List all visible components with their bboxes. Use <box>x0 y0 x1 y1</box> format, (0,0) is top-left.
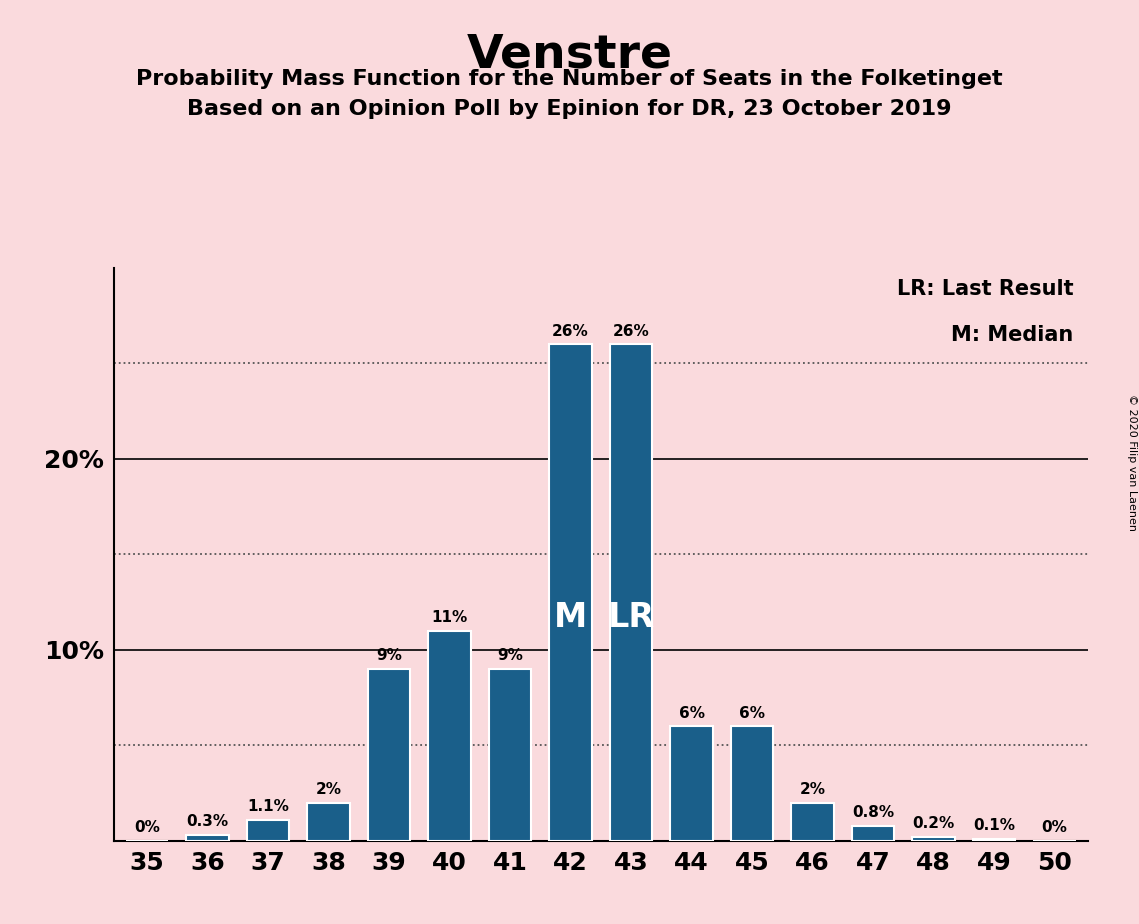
Text: 0.1%: 0.1% <box>973 818 1015 833</box>
Text: 1.1%: 1.1% <box>247 799 289 814</box>
Text: 2%: 2% <box>316 782 342 796</box>
Bar <box>187 835 229 841</box>
Bar <box>549 345 592 841</box>
Text: Based on an Opinion Poll by Epinion for DR, 23 October 2019: Based on an Opinion Poll by Epinion for … <box>187 99 952 119</box>
Text: 0%: 0% <box>134 821 161 835</box>
Text: LR: LR <box>607 601 655 634</box>
Text: 26%: 26% <box>613 323 649 338</box>
Text: 6%: 6% <box>739 706 765 721</box>
Text: Probability Mass Function for the Number of Seats in the Folketinget: Probability Mass Function for the Number… <box>137 69 1002 90</box>
Text: © 2020 Filip van Laenen: © 2020 Filip van Laenen <box>1126 394 1137 530</box>
Text: 6%: 6% <box>679 706 705 721</box>
Bar <box>247 820 289 841</box>
Bar <box>973 839 1015 841</box>
Text: M: M <box>554 601 588 634</box>
Bar <box>852 825 894 841</box>
Bar <box>308 803 350 841</box>
Bar <box>489 669 531 841</box>
Text: LR: Last Result: LR: Last Result <box>896 279 1073 299</box>
Text: 9%: 9% <box>376 649 402 663</box>
Text: 26%: 26% <box>552 323 589 338</box>
Bar <box>609 345 653 841</box>
Bar <box>671 726 713 841</box>
Bar <box>428 631 470 841</box>
Text: 0%: 0% <box>1041 821 1067 835</box>
Text: 11%: 11% <box>432 610 468 625</box>
Text: 0.3%: 0.3% <box>187 814 229 830</box>
Text: M: Median: M: Median <box>951 325 1073 346</box>
Text: 2%: 2% <box>800 782 826 796</box>
Text: 9%: 9% <box>497 649 523 663</box>
Bar <box>731 726 773 841</box>
Bar <box>792 803 834 841</box>
Text: Venstre: Venstre <box>467 32 672 78</box>
Text: 0.8%: 0.8% <box>852 805 894 820</box>
Bar <box>912 837 954 841</box>
Bar <box>368 669 410 841</box>
Text: 0.2%: 0.2% <box>912 816 954 832</box>
